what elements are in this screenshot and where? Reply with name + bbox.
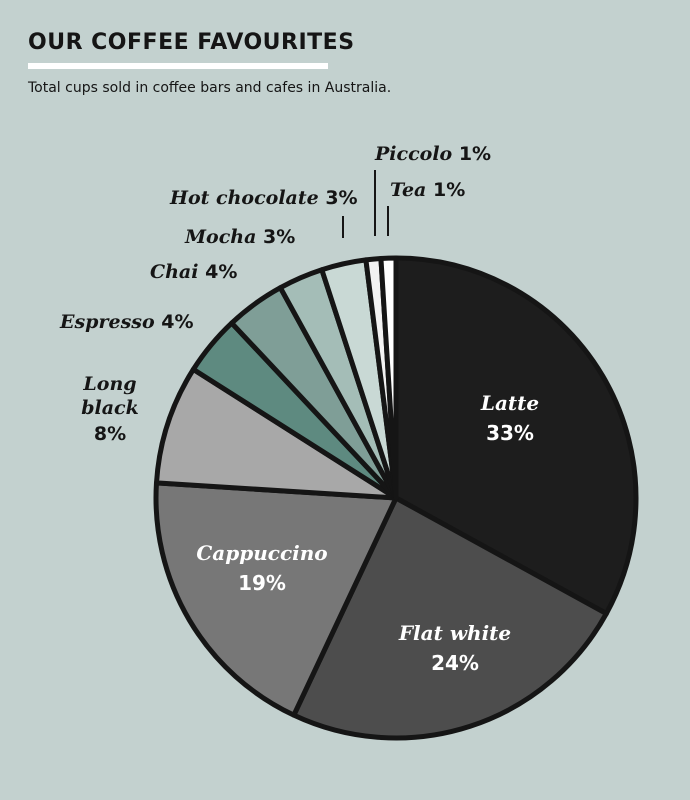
slice-value-long-black: 8% bbox=[94, 423, 126, 445]
slice-value-cappuccino: 19% bbox=[238, 571, 286, 595]
pie-slice-flat-white bbox=[291, 495, 609, 741]
pie-slice-tea bbox=[378, 255, 399, 501]
page-subtitle: Total cups sold in coffee bars and cafes… bbox=[28, 80, 392, 96]
slice-label-long-black: Long bbox=[82, 373, 136, 395]
slice-value-latte: 33% bbox=[486, 421, 534, 445]
slice-label-mocha: Mocha 3% bbox=[184, 226, 295, 248]
slice-label-flat-white: Flat white bbox=[398, 621, 511, 645]
slice-label-latte: Latte bbox=[480, 391, 539, 415]
slice-label-tea: Tea 1% bbox=[390, 179, 465, 201]
slice-label-hot-chocolate: Hot chocolate 3% bbox=[169, 187, 358, 209]
slice-value-flat-white: 24% bbox=[431, 651, 479, 675]
pie-slice-cappuccino bbox=[153, 480, 399, 718]
title-underline bbox=[28, 63, 328, 69]
slice-label-long-black-line2: black bbox=[81, 397, 139, 419]
slice-label-espresso: Espresso 4% bbox=[59, 311, 194, 333]
slice-label-piccolo: Piccolo 1% bbox=[374, 143, 491, 165]
pie-slice-long-black bbox=[153, 366, 399, 501]
slice-label-cappuccino: Cappuccino bbox=[196, 541, 327, 565]
page-title: OUR COFFEE FAVOURITES bbox=[28, 30, 355, 55]
pie-slice-latte bbox=[393, 255, 639, 617]
slice-label-chai: Chai 4% bbox=[150, 261, 237, 283]
